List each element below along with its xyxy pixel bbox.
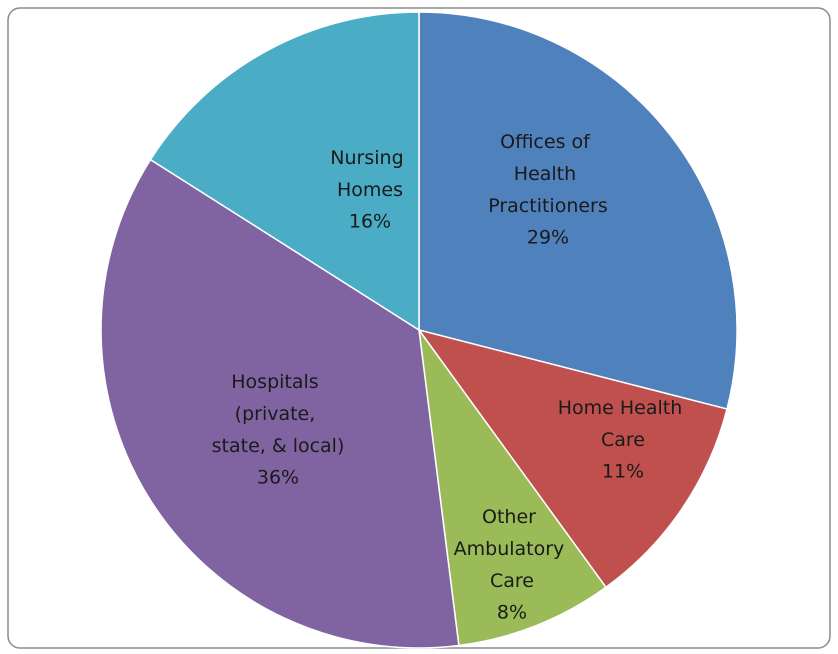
slice-label: Hospitals (private, state, & local) [212,371,345,457]
slice-label: Home Health Care [558,397,689,451]
slice-value-label: 36% [257,467,299,489]
slice-label: Other Ambulatory Care [454,506,571,592]
slice-label: Offices of Health Practitioners [488,131,608,217]
pie-slice [417,328,728,589]
slice-value-label: 16% [349,211,391,233]
pie-slice [418,11,738,410]
slice-value-label: 11% [602,461,644,483]
slice-label: Nursing Homes [330,147,409,201]
slice-value-label: 29% [527,227,569,249]
pie-slice [418,329,607,647]
pie-slice [149,11,420,332]
slice-value-label: 8% [497,602,527,624]
pie-slice [100,158,460,649]
